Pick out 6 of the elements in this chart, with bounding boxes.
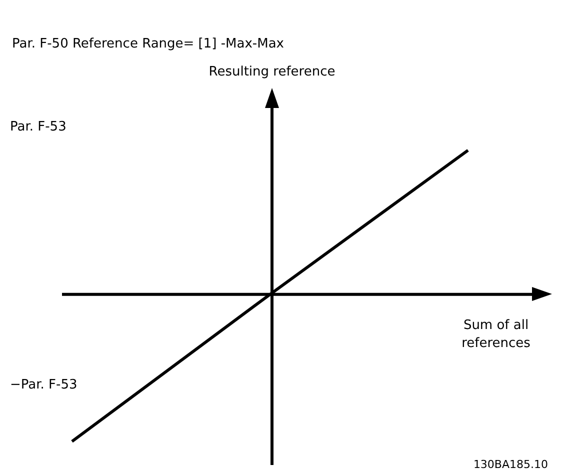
chart-title: Par. F-50 Reference Range= [1] -Max-Max <box>12 36 284 52</box>
text: 130BA185.10 <box>473 458 548 471</box>
text: Resulting reference <box>208 64 336 80</box>
text: Par. F-53 <box>10 119 66 134</box>
annotation: −Par. F-53 <box>10 377 78 392</box>
x-axis-title: Sum of all references <box>462 318 531 351</box>
